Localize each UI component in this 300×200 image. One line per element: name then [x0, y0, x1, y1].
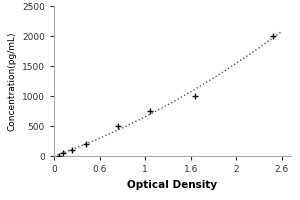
- X-axis label: Optical Density: Optical Density: [128, 180, 218, 190]
- Y-axis label: Concentration(pg/mL): Concentration(pg/mL): [8, 31, 16, 131]
